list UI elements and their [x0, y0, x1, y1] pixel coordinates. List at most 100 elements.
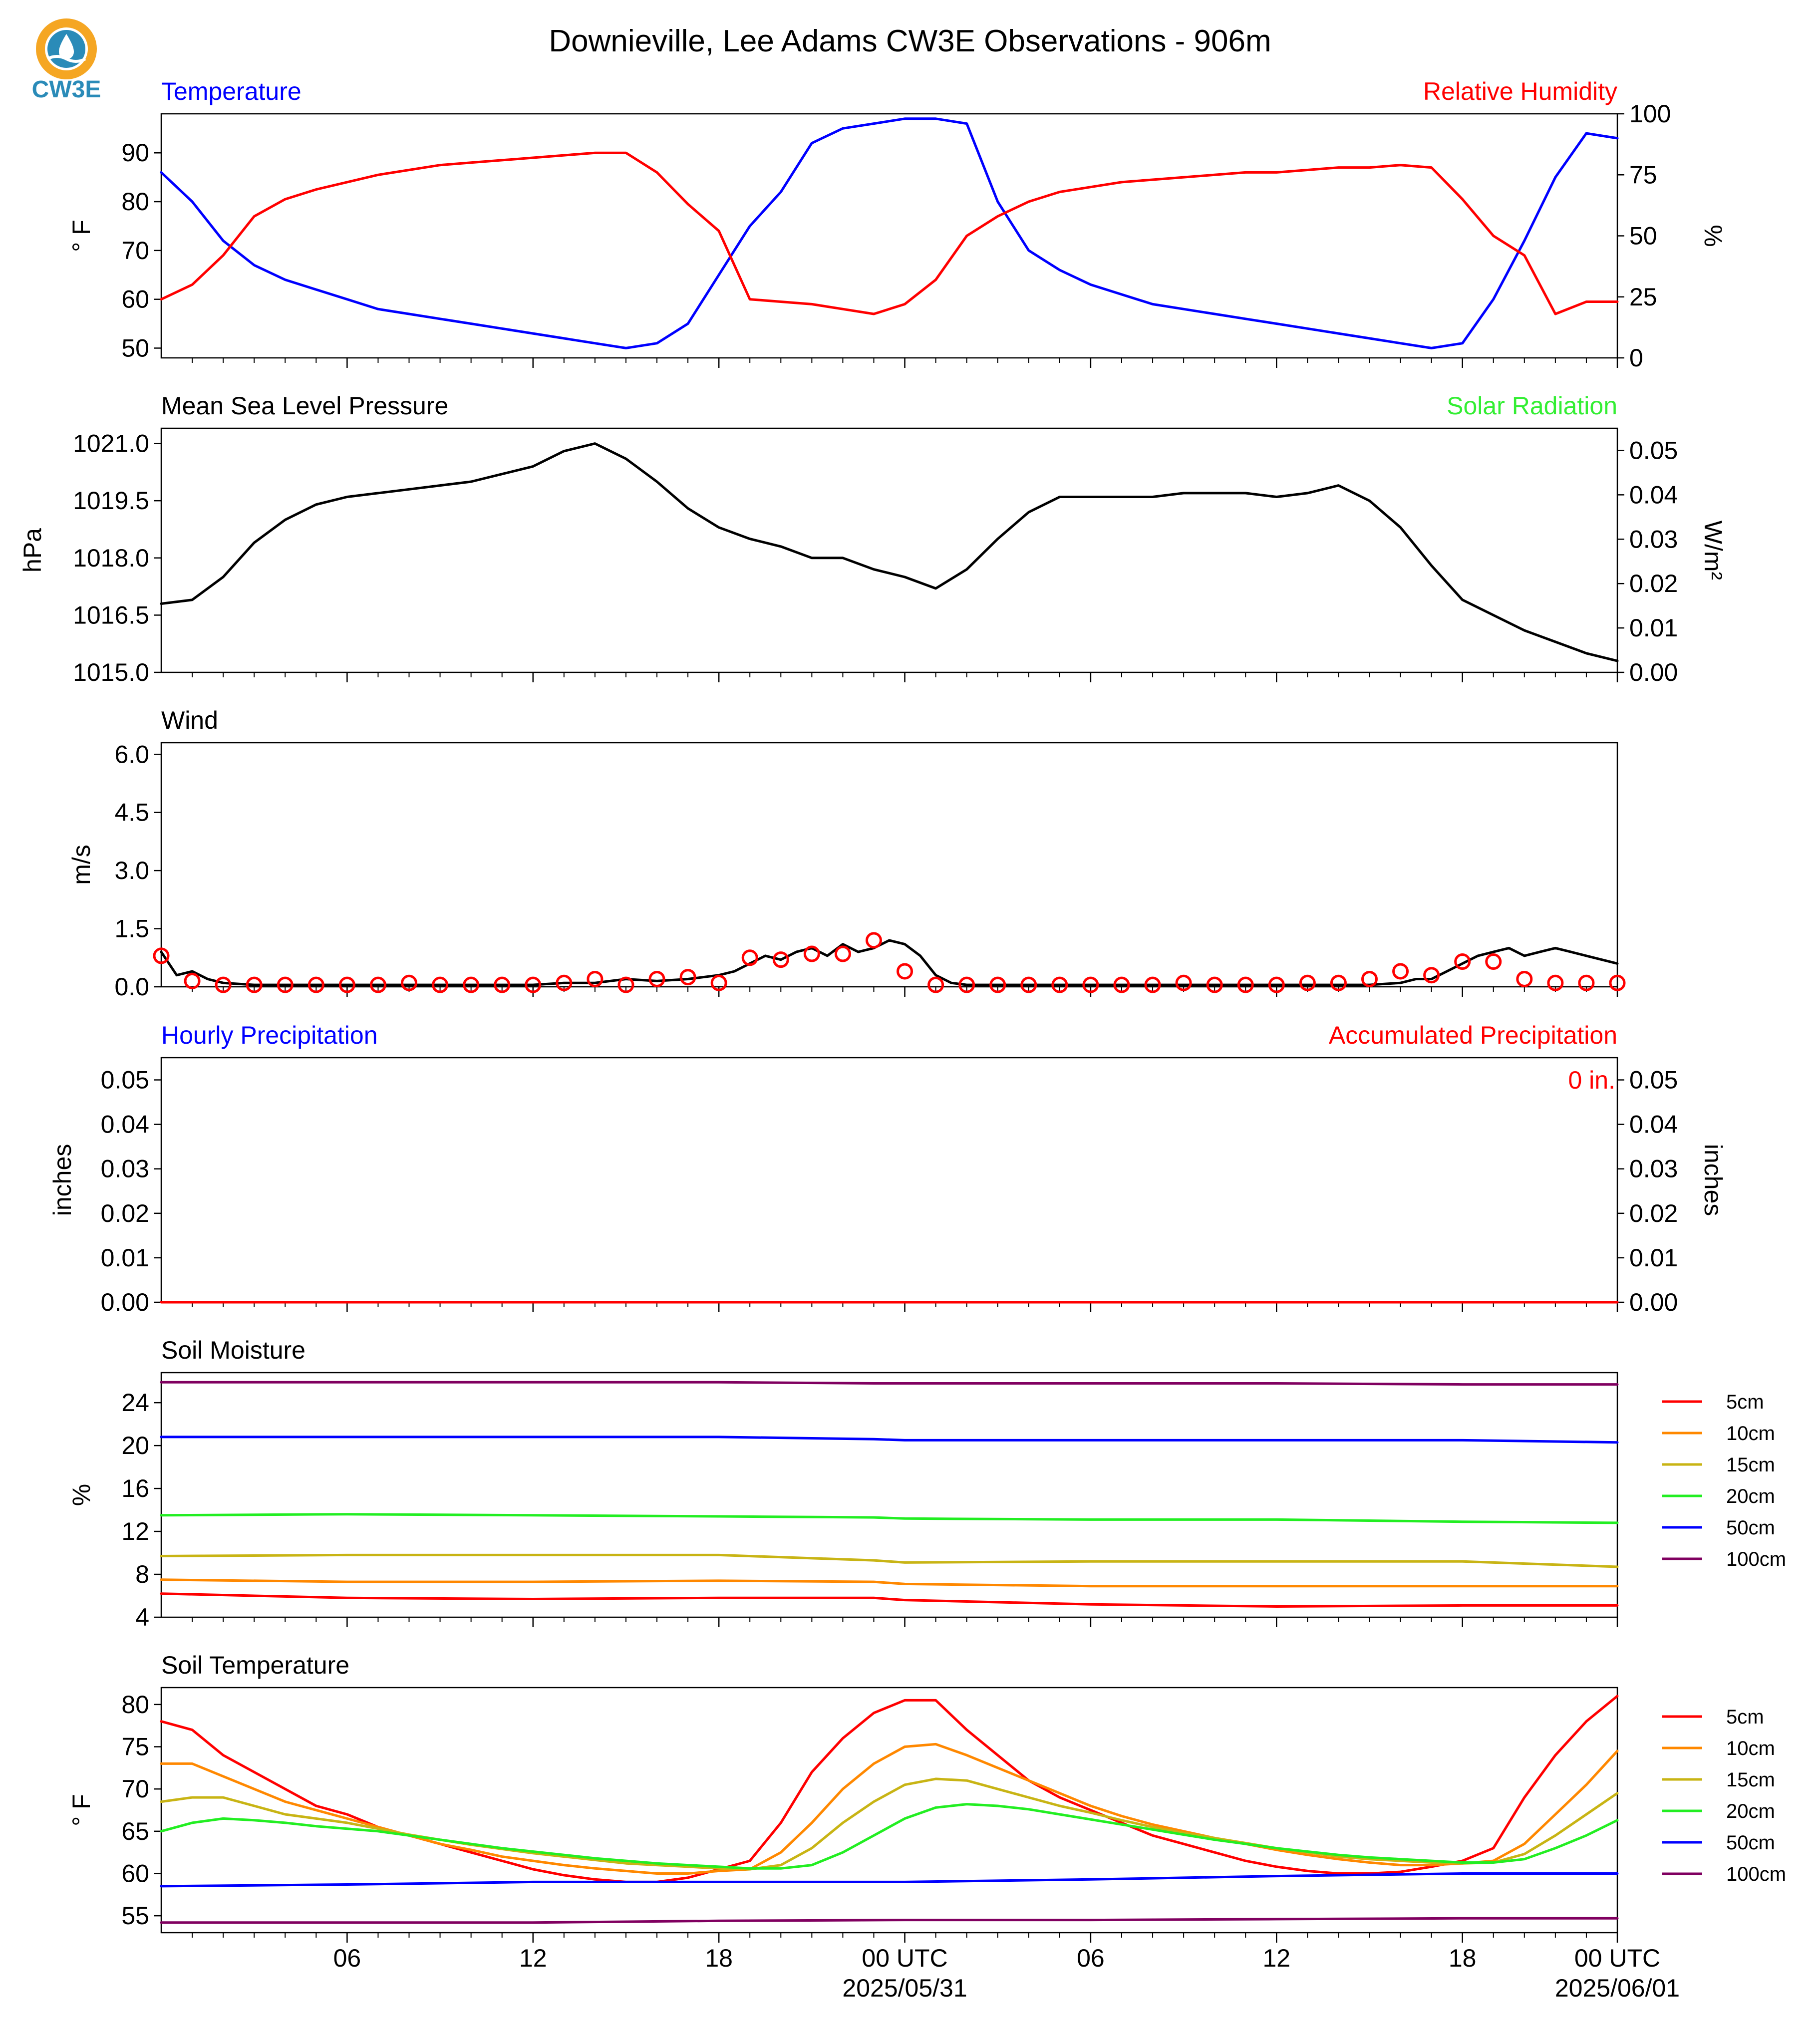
y-tick-label: 80	[121, 188, 149, 216]
panel-title-left: Mean Sea Level Pressure	[161, 392, 448, 420]
y-tick-label-right: 0.05	[1629, 436, 1678, 464]
wind-gust-marker	[153, 947, 170, 964]
y-tick-label: 0.02	[101, 1199, 149, 1227]
wind-gust-marker	[1423, 967, 1440, 984]
wind-gust-marker	[865, 932, 882, 949]
wind-gust-marker	[834, 945, 851, 962]
y-tick-label: 24	[121, 1389, 149, 1417]
y-axis-label: hPa	[18, 528, 46, 573]
wind-gust-marker	[1268, 976, 1285, 993]
wind-gust-marker	[1206, 976, 1223, 993]
y-tick-label: 1015.0	[73, 658, 149, 686]
y-tick-label: 12	[121, 1517, 149, 1545]
wind-gust-marker	[1485, 953, 1502, 970]
legend-label: 15cm	[1726, 1769, 1775, 1791]
series-5cm-line	[160, 1592, 1619, 1608]
panel-title-right: Accumulated Precipitation	[1329, 1021, 1617, 1049]
y-tick-label-right: 0.01	[1629, 1244, 1678, 1272]
y-tick-label: 60	[121, 1859, 149, 1887]
legend-label: 5cm	[1726, 1706, 1764, 1728]
series-relative-humidity-line	[160, 151, 1619, 315]
plot-frame	[160, 1057, 1618, 1303]
wind-gust-marker	[215, 976, 232, 993]
wind-gust-marker	[1237, 976, 1254, 993]
series-20cm-line	[160, 1513, 1619, 1524]
wind-gust-marker	[741, 949, 758, 966]
y-tick-label-right: 0.02	[1629, 570, 1678, 597]
wind-gust-marker	[1609, 974, 1626, 991]
y-axis-label-right: W/m²	[1699, 521, 1727, 580]
y-tick-label-right: 0.02	[1629, 1199, 1678, 1227]
panel-wind	[153, 742, 1626, 997]
wind-gust-marker	[679, 969, 696, 986]
series-100cm-line	[160, 1917, 1619, 1924]
panel-title-left: Soil Moisture	[161, 1336, 305, 1364]
x-tick-label: 12	[519, 1944, 547, 1972]
wind-gust-marker	[1299, 974, 1316, 991]
panel-soil_temp	[154, 1687, 1702, 1943]
y-tick-label-right: 0.03	[1629, 1155, 1678, 1183]
series-10cm-line	[160, 1578, 1619, 1588]
wind-gust-marker	[432, 976, 449, 993]
wind-gust-marker	[1361, 970, 1378, 987]
y-tick-label: 6.0	[114, 740, 149, 768]
y-tick-label-right: 0.00	[1629, 1288, 1678, 1316]
y-tick-label: 1021.0	[73, 430, 149, 458]
legend-label: 100cm	[1726, 1548, 1786, 1570]
y-tick-label: 20	[121, 1432, 149, 1459]
wind-gust-marker	[927, 976, 944, 993]
y-tick-label-right: 0.03	[1629, 525, 1678, 553]
wind-gust-marker	[587, 970, 604, 987]
panel-temp_rh	[154, 113, 1624, 368]
series-10cm-line	[160, 1742, 1619, 1875]
wind-gust-marker	[989, 976, 1006, 993]
wind-gust-marker	[1516, 970, 1533, 987]
wind-gust-marker	[772, 951, 789, 968]
y-tick-label: 1016.5	[73, 601, 149, 629]
x-date-label: 2025/05/31	[842, 1974, 967, 2002]
legend-label: 20cm	[1726, 1485, 1775, 1507]
y-tick-label: 1019.5	[73, 487, 149, 515]
wind-gust-marker	[369, 976, 386, 993]
y-tick-label: 0.04	[101, 1111, 149, 1139]
series-50cm-line	[160, 1872, 1619, 1888]
x-tick-label: 00 UTC	[1574, 1944, 1660, 1972]
series-100cm-line	[160, 1381, 1619, 1386]
y-tick-label: 0.0	[114, 973, 149, 1001]
legend-label: 5cm	[1726, 1391, 1764, 1413]
wind-gust-marker	[1020, 976, 1037, 993]
x-tick-label: 12	[1262, 1944, 1290, 1972]
series-mean-sea-level-pressure-line	[160, 442, 1619, 662]
legend-label: 15cm	[1726, 1454, 1775, 1476]
panel-pressure	[154, 427, 1624, 682]
logo-text: CW3E	[32, 76, 101, 103]
y-tick-label-right: 75	[1629, 161, 1657, 189]
wind-gust-marker	[617, 976, 634, 993]
x-tick-label: 06	[1077, 1944, 1105, 1972]
panel-precip	[154, 1057, 1624, 1312]
y-axis-label: inches	[48, 1144, 76, 1216]
wind-gust-marker	[556, 974, 573, 991]
wind-gust-marker	[1578, 974, 1595, 991]
y-tick-label-right: 0.04	[1629, 481, 1678, 509]
y-tick-label: 50	[121, 334, 149, 362]
wind-gust-marker	[494, 976, 511, 993]
wind-gust-marker	[803, 945, 820, 962]
plot-frame	[160, 427, 1618, 673]
y-tick-label: 16	[121, 1474, 149, 1502]
logo-ring	[36, 18, 97, 79]
wind-gust-marker	[1330, 974, 1347, 991]
plot-frame	[160, 1687, 1618, 1934]
x-tick-label: 18	[1449, 1944, 1477, 1972]
wind-gust-marker	[463, 976, 480, 993]
y-axis-label-right: inches	[1699, 1144, 1727, 1216]
y-tick-label-right: 0.05	[1629, 1066, 1678, 1094]
y-tick-label: 4	[135, 1603, 149, 1631]
wind-gust-marker	[1175, 974, 1192, 991]
y-tick-label: 0.00	[101, 1288, 149, 1316]
y-tick-label: 0.05	[101, 1066, 149, 1094]
logo-drop-icon	[59, 34, 74, 59]
y-axis-label: ° F	[67, 220, 95, 252]
y-tick-label-right: 0	[1629, 344, 1643, 372]
